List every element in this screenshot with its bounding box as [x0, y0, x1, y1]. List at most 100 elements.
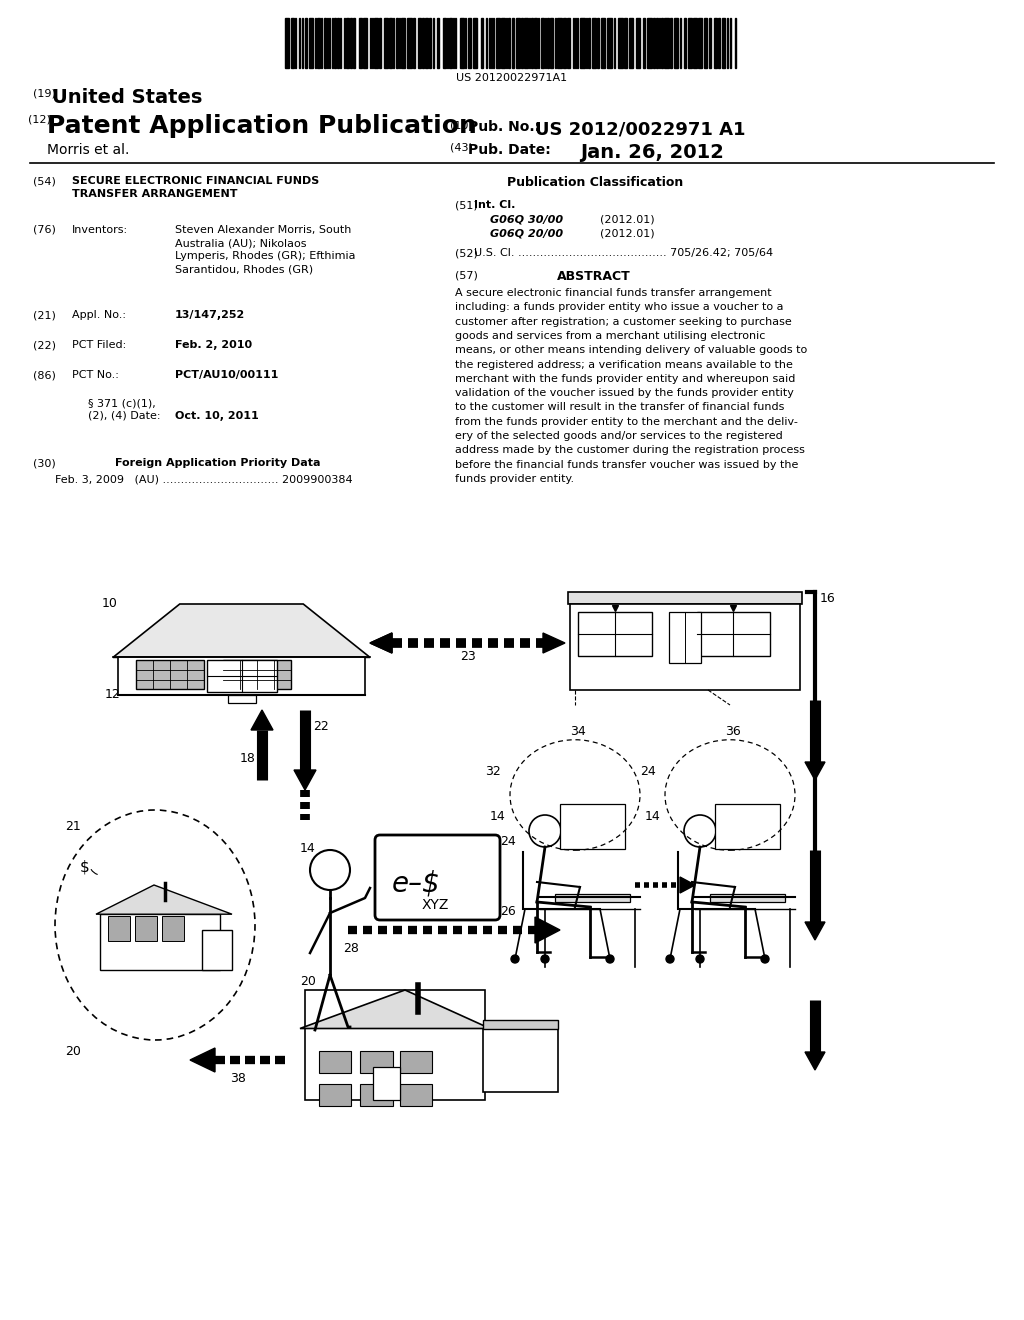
- Bar: [601, 18, 605, 69]
- Polygon shape: [805, 921, 825, 940]
- Text: Appl. No.:: Appl. No.:: [72, 310, 126, 319]
- Circle shape: [606, 954, 614, 964]
- Text: merchant with the funds provider entity and whereupon said: merchant with the funds provider entity …: [455, 374, 796, 384]
- Text: means, or other means intending delivery of valuable goods to: means, or other means intending delivery…: [455, 346, 807, 355]
- Bar: [437, 18, 439, 69]
- Bar: [317, 18, 319, 69]
- Text: 14: 14: [645, 810, 660, 822]
- Bar: [400, 1084, 432, 1106]
- Bar: [384, 18, 388, 69]
- Bar: [227, 696, 256, 702]
- Polygon shape: [535, 917, 560, 942]
- Polygon shape: [370, 634, 392, 653]
- Bar: [662, 18, 663, 69]
- Text: (21): (21): [33, 310, 56, 319]
- Text: 26: 26: [500, 906, 516, 917]
- Text: (52): (52): [455, 248, 478, 257]
- Text: ABSTRACT: ABSTRACT: [557, 271, 631, 282]
- Text: customer after registration; a customer seeking to purchase: customer after registration; a customer …: [455, 317, 792, 326]
- Text: G06Q 20/00: G06Q 20/00: [490, 228, 563, 239]
- Bar: [624, 18, 627, 69]
- Circle shape: [310, 850, 350, 890]
- Bar: [664, 18, 669, 69]
- Bar: [422, 18, 424, 69]
- Bar: [425, 18, 428, 69]
- Bar: [674, 18, 678, 69]
- Bar: [473, 18, 477, 69]
- Text: PCT Filed:: PCT Filed:: [72, 341, 126, 350]
- Bar: [362, 18, 367, 69]
- Bar: [696, 611, 770, 656]
- Circle shape: [696, 954, 705, 964]
- Text: 24: 24: [640, 764, 655, 777]
- Text: Morris et al.: Morris et al.: [47, 143, 129, 157]
- Bar: [524, 18, 528, 69]
- Text: A secure electronic financial funds transfer arrangement: A secure electronic financial funds tran…: [455, 288, 772, 298]
- Bar: [418, 18, 421, 69]
- Bar: [508, 18, 510, 69]
- Bar: [346, 18, 349, 69]
- Bar: [413, 18, 415, 69]
- Bar: [688, 18, 692, 69]
- Circle shape: [541, 954, 549, 964]
- Bar: [550, 18, 553, 69]
- Bar: [718, 18, 720, 69]
- Bar: [570, 603, 800, 690]
- Text: goods and services from a merchant utilising electronic: goods and services from a merchant utili…: [455, 331, 765, 341]
- Text: 34: 34: [570, 725, 586, 738]
- Bar: [400, 1051, 432, 1072]
- Text: (10): (10): [450, 120, 473, 129]
- Text: Pub. No.:: Pub. No.:: [468, 120, 540, 135]
- Text: Lymperis, Rhodes (GR); Efthimia: Lymperis, Rhodes (GR); Efthimia: [175, 251, 355, 261]
- Polygon shape: [543, 634, 565, 653]
- Text: XYZ: XYZ: [422, 898, 450, 912]
- Text: 28: 28: [343, 942, 358, 954]
- Text: Int. Cl.: Int. Cl.: [474, 201, 515, 210]
- Text: (76): (76): [33, 224, 56, 235]
- Bar: [449, 18, 452, 69]
- Text: Inventors:: Inventors:: [72, 224, 128, 235]
- Bar: [557, 18, 562, 69]
- Polygon shape: [805, 762, 825, 780]
- Text: U.S. Cl. ......................................... 705/26.42; 705/64: U.S. Cl. ...............................…: [474, 248, 773, 257]
- Bar: [555, 894, 630, 902]
- Text: address made by the customer during the registration process: address made by the customer during the …: [455, 445, 805, 455]
- Bar: [647, 18, 652, 69]
- Text: 13/147,252: 13/147,252: [175, 310, 246, 319]
- Text: 20: 20: [300, 975, 315, 987]
- Bar: [468, 18, 471, 69]
- Text: $: $: [80, 861, 90, 875]
- Text: 10: 10: [102, 597, 118, 610]
- Bar: [374, 1067, 400, 1100]
- Text: Patent Application Publication: Patent Application Publication: [47, 114, 477, 139]
- Text: (22): (22): [33, 341, 56, 350]
- Text: ery of the selected goods and/or services to the registered: ery of the selected goods and/or service…: [455, 432, 782, 441]
- Text: 14: 14: [300, 842, 315, 855]
- Bar: [531, 18, 534, 69]
- Bar: [162, 916, 184, 941]
- Text: before the financial funds transfer voucher was issued by the: before the financial funds transfer vouc…: [455, 459, 799, 470]
- Bar: [629, 18, 633, 69]
- Text: 16: 16: [820, 591, 836, 605]
- Bar: [496, 18, 500, 69]
- Text: § 371 (c)(1),: § 371 (c)(1),: [88, 399, 156, 408]
- Text: 23: 23: [460, 649, 476, 663]
- Bar: [501, 18, 505, 69]
- Bar: [693, 18, 697, 69]
- Bar: [223, 660, 291, 689]
- Bar: [643, 18, 645, 69]
- Bar: [118, 657, 365, 696]
- Bar: [597, 18, 599, 69]
- Polygon shape: [805, 1052, 825, 1071]
- Bar: [516, 18, 520, 69]
- Text: Oct. 10, 2011: Oct. 10, 2011: [175, 411, 259, 421]
- Text: Publication Classification: Publication Classification: [507, 176, 683, 189]
- Bar: [563, 18, 566, 69]
- Text: Australia (AU); Nikolaos: Australia (AU); Nikolaos: [175, 238, 306, 248]
- Text: 21: 21: [65, 820, 81, 833]
- Bar: [698, 18, 702, 69]
- Bar: [592, 18, 596, 69]
- Bar: [285, 18, 289, 69]
- Bar: [379, 18, 381, 69]
- Text: Feb. 3, 2009   (AU) ................................ 2009900384: Feb. 3, 2009 (AU) ......................…: [55, 474, 352, 484]
